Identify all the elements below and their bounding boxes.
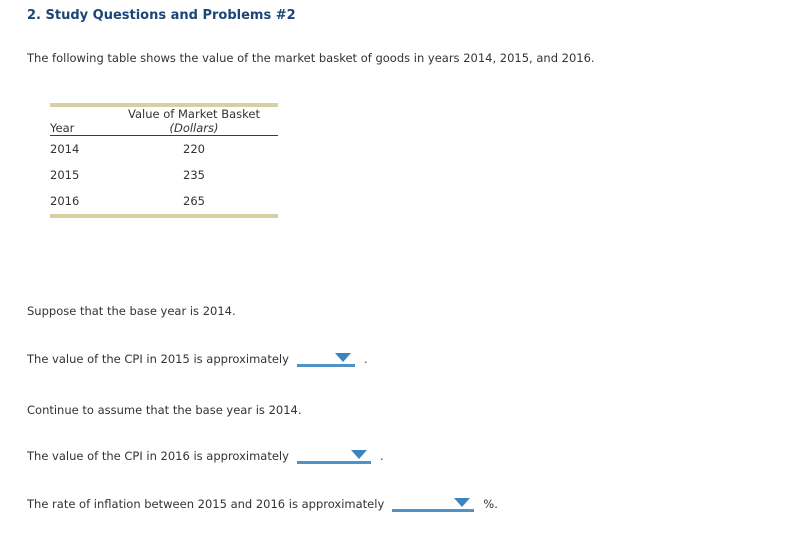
year-cell: 2016 [50,194,80,208]
table-header-row-2: Year (Dollars) [50,121,278,136]
table-row: 2014 220 [50,136,278,163]
value-column-header: Value of Market Basket [128,107,260,121]
question-inflation-rate: The rate of inflation between 2015 and 2… [27,495,498,512]
question-suffix: . [363,352,368,366]
year-column-header: Year [50,121,110,136]
table-row: 2016 265 [50,188,278,216]
intro-text: The following table shows the value of t… [27,51,595,65]
header-spacer-cell [50,105,110,121]
question-text: The rate of inflation between 2015 and 2… [27,497,385,511]
cpi-2015-dropdown[interactable] [296,350,355,367]
value-cell: 235 [183,168,205,182]
question-cpi-2016: The value of the CPI in 2016 is approxim… [27,447,384,464]
question-suffix: . [379,449,384,463]
cpi-2016-dropdown[interactable] [296,447,371,464]
table-row: 2015 235 [50,162,278,188]
chevron-down-icon [454,498,471,507]
table-header-row-1: Value of Market Basket [50,105,278,121]
inflation-rate-dropdown[interactable] [392,495,475,512]
year-cell: 2014 [50,142,80,156]
base-year-note-1: Suppose that the base year is 2014. [27,304,236,318]
year-cell: 2015 [50,168,80,182]
question-cpi-2015: The value of the CPI in 2015 is approxim… [27,350,368,367]
question-text: The value of the CPI in 2016 is approxim… [27,449,289,463]
unit-column-header: (Dollars) [110,121,278,136]
chevron-down-icon [334,353,351,362]
chevron-down-icon [350,450,367,459]
value-cell: 220 [183,142,205,156]
base-year-note-2: Continue to assume that the base year is… [27,403,302,417]
question-text: The value of the CPI in 2015 is approxim… [27,352,289,366]
page-title: 2. Study Questions and Problems #2 [27,8,296,23]
market-basket-table: Value of Market Basket Year (Dollars) 20… [50,103,278,218]
value-cell: 265 [183,194,205,208]
question-suffix: %. [483,497,498,511]
